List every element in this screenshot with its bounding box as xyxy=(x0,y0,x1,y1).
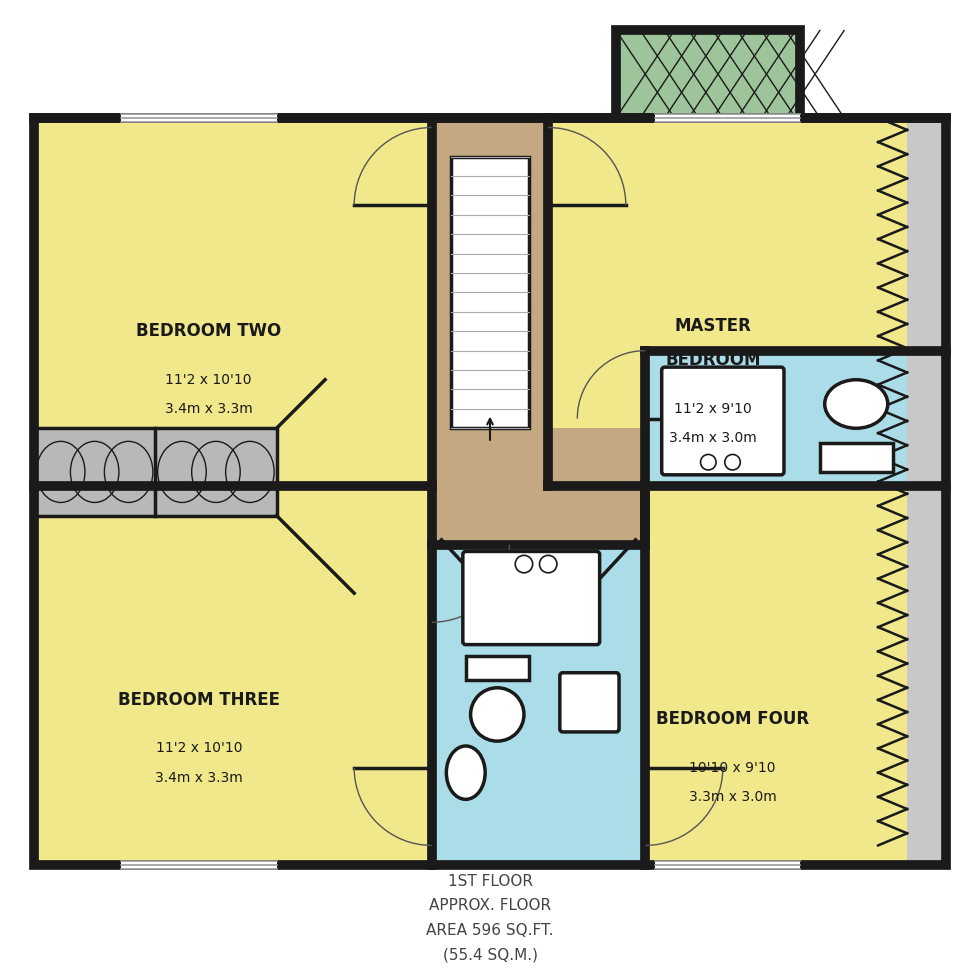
Bar xyxy=(432,545,645,865)
Ellipse shape xyxy=(446,746,485,799)
Text: 11'2 x 10'10: 11'2 x 10'10 xyxy=(156,742,242,755)
Bar xyxy=(34,118,432,486)
Bar xyxy=(655,861,801,869)
Text: 11'2 x 10'10: 11'2 x 10'10 xyxy=(166,373,252,386)
Bar xyxy=(907,118,946,865)
Circle shape xyxy=(515,555,533,573)
Bar xyxy=(34,428,276,515)
Bar xyxy=(34,486,432,865)
Text: 1ST FLOOR
APPROX. FLOOR
AREA 596 SQ.FT.
(55.4 SQ.M.): 1ST FLOOR APPROX. FLOOR AREA 596 SQ.FT. … xyxy=(426,874,554,962)
Bar xyxy=(548,118,946,486)
FancyBboxPatch shape xyxy=(662,367,784,475)
Bar xyxy=(432,118,548,865)
FancyBboxPatch shape xyxy=(560,672,619,732)
Bar xyxy=(548,428,645,545)
Bar xyxy=(466,656,529,680)
Ellipse shape xyxy=(825,380,888,428)
Text: BEDROOM FOUR: BEDROOM FOUR xyxy=(656,711,809,728)
Text: 3.4m x 3.3m: 3.4m x 3.3m xyxy=(165,402,253,416)
Text: 3.4m x 3.3m: 3.4m x 3.3m xyxy=(155,770,243,785)
Text: 10'10 x 9'10: 10'10 x 9'10 xyxy=(689,761,776,775)
Text: 3.4m x 3.0m: 3.4m x 3.0m xyxy=(669,431,757,445)
Bar xyxy=(451,156,529,428)
Text: BEDROOM TWO: BEDROOM TWO xyxy=(136,322,281,341)
Circle shape xyxy=(539,555,557,573)
Bar xyxy=(645,486,946,865)
Bar xyxy=(645,350,946,486)
Bar xyxy=(34,118,946,865)
Text: 3.3m x 3.0m: 3.3m x 3.0m xyxy=(689,790,776,804)
Ellipse shape xyxy=(470,688,524,741)
Circle shape xyxy=(701,455,716,470)
Text: MASTER: MASTER xyxy=(674,317,752,336)
Bar xyxy=(655,114,801,122)
FancyBboxPatch shape xyxy=(463,551,600,644)
Text: BEDROOM: BEDROOM xyxy=(665,351,760,369)
Bar xyxy=(820,443,893,472)
Bar xyxy=(616,30,801,118)
Text: 11'2 x 9'10: 11'2 x 9'10 xyxy=(674,402,752,416)
Bar xyxy=(122,861,276,869)
Text: BEDROOM THREE: BEDROOM THREE xyxy=(118,691,280,709)
Bar xyxy=(548,486,946,865)
Bar xyxy=(122,114,276,122)
Circle shape xyxy=(725,455,740,470)
